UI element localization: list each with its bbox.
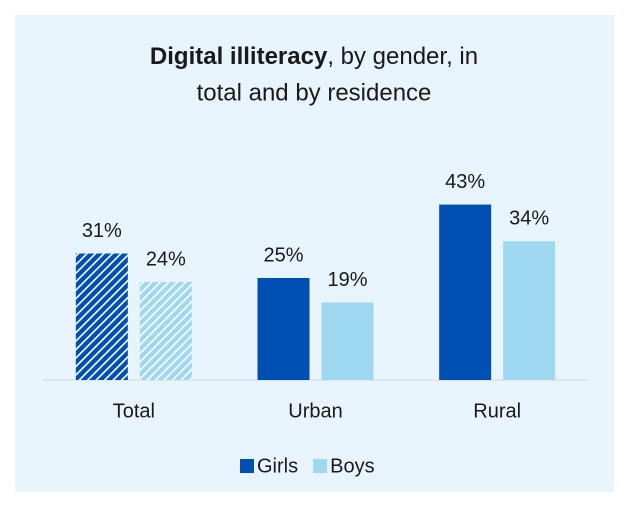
legend-label: Girls — [257, 455, 298, 477]
bar — [321, 302, 374, 380]
x-tick-label: Total — [113, 400, 155, 422]
data-label: 34% — [509, 208, 549, 230]
data-label: 24% — [146, 248, 186, 270]
title-bold: Digital illiteracy — [150, 43, 328, 70]
chart-title: Digital illiteracy, by gender, in — [150, 43, 478, 70]
title-rest: , by gender, in — [327, 43, 478, 70]
x-tick-label: Rural — [473, 400, 521, 422]
legend-swatch — [240, 459, 254, 473]
x-tick-label: Urban — [288, 400, 342, 422]
data-label: 31% — [82, 220, 122, 242]
bar — [139, 282, 192, 380]
chart-title-line2: total and by residence — [197, 79, 432, 106]
bar — [257, 278, 310, 380]
bar — [503, 241, 556, 380]
legend-label: Boys — [330, 455, 374, 477]
legend-swatch — [313, 459, 328, 473]
data-label: 25% — [263, 244, 303, 266]
bar — [75, 253, 128, 380]
bar — [439, 204, 492, 380]
data-label: 19% — [327, 269, 367, 291]
data-label: 43% — [445, 171, 485, 193]
